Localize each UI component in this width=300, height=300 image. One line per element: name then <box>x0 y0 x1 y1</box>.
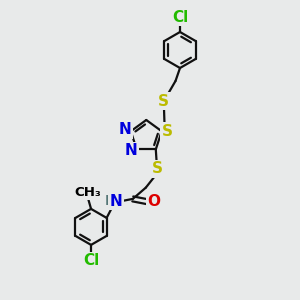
Text: Cl: Cl <box>172 10 188 25</box>
Text: H: H <box>104 194 116 208</box>
Text: S: S <box>162 124 173 139</box>
Text: N: N <box>125 143 138 158</box>
Text: O: O <box>147 194 160 209</box>
Text: N: N <box>119 122 132 137</box>
Text: Cl: Cl <box>83 253 99 268</box>
Text: S: S <box>152 161 163 176</box>
Text: N: N <box>110 194 122 208</box>
Text: CH₃: CH₃ <box>74 186 101 199</box>
Text: S: S <box>158 94 169 109</box>
